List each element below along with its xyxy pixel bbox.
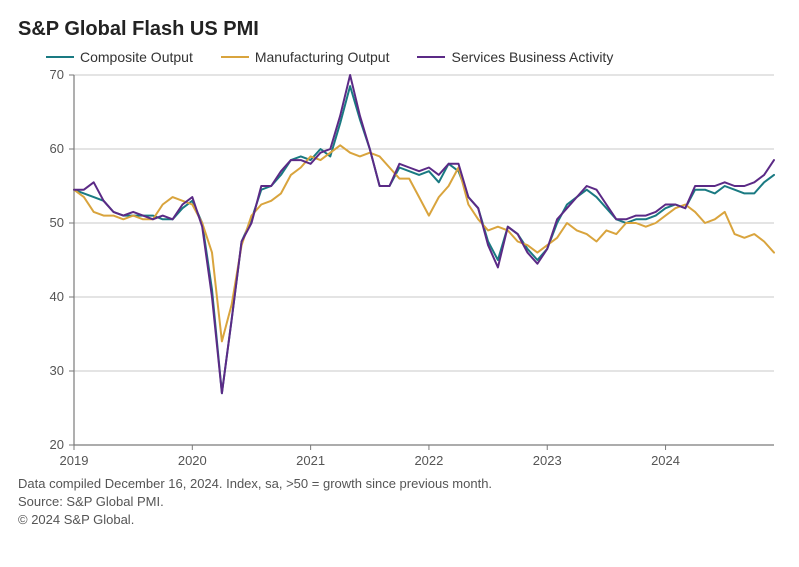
legend-item-services: Services Business Activity bbox=[417, 49, 613, 65]
chart-footer: Data compiled December 16, 2024. Index, … bbox=[18, 475, 781, 530]
legend-label-manufacturing: Manufacturing Output bbox=[255, 49, 390, 65]
legend-item-manufacturing: Manufacturing Output bbox=[221, 49, 390, 65]
svg-text:2020: 2020 bbox=[178, 453, 207, 468]
legend-item-composite: Composite Output bbox=[46, 49, 193, 65]
legend-label-services: Services Business Activity bbox=[451, 49, 613, 65]
line-chart: 20 30 40 50 60 70 2019 2020 2021 2022 2023 2024 bbox=[18, 69, 778, 469]
svg-text:2022: 2022 bbox=[414, 453, 443, 468]
footer-source: Source: S&P Global PMI. bbox=[18, 493, 781, 511]
svg-text:50: 50 bbox=[50, 215, 64, 230]
legend-swatch-manufacturing bbox=[221, 56, 249, 58]
svg-text:2023: 2023 bbox=[533, 453, 562, 468]
svg-text:60: 60 bbox=[50, 141, 64, 156]
svg-text:30: 30 bbox=[50, 363, 64, 378]
chart-area: 20 30 40 50 60 70 2019 2020 2021 2022 2023 2024 bbox=[18, 69, 778, 469]
legend: Composite Output Manufacturing Output Se… bbox=[18, 49, 781, 65]
legend-swatch-services bbox=[417, 56, 445, 58]
legend-swatch-composite bbox=[46, 56, 74, 58]
svg-text:20: 20 bbox=[50, 437, 64, 452]
footer-note: Data compiled December 16, 2024. Index, … bbox=[18, 475, 781, 493]
svg-text:2021: 2021 bbox=[296, 453, 325, 468]
svg-text:2019: 2019 bbox=[60, 453, 89, 468]
svg-text:2024: 2024 bbox=[651, 453, 680, 468]
svg-text:70: 70 bbox=[50, 69, 64, 82]
svg-text:40: 40 bbox=[50, 289, 64, 304]
legend-label-composite: Composite Output bbox=[80, 49, 193, 65]
chart-title: S&P Global Flash US PMI bbox=[18, 18, 781, 41]
footer-copyright: © 2024 S&P Global. bbox=[18, 511, 781, 529]
